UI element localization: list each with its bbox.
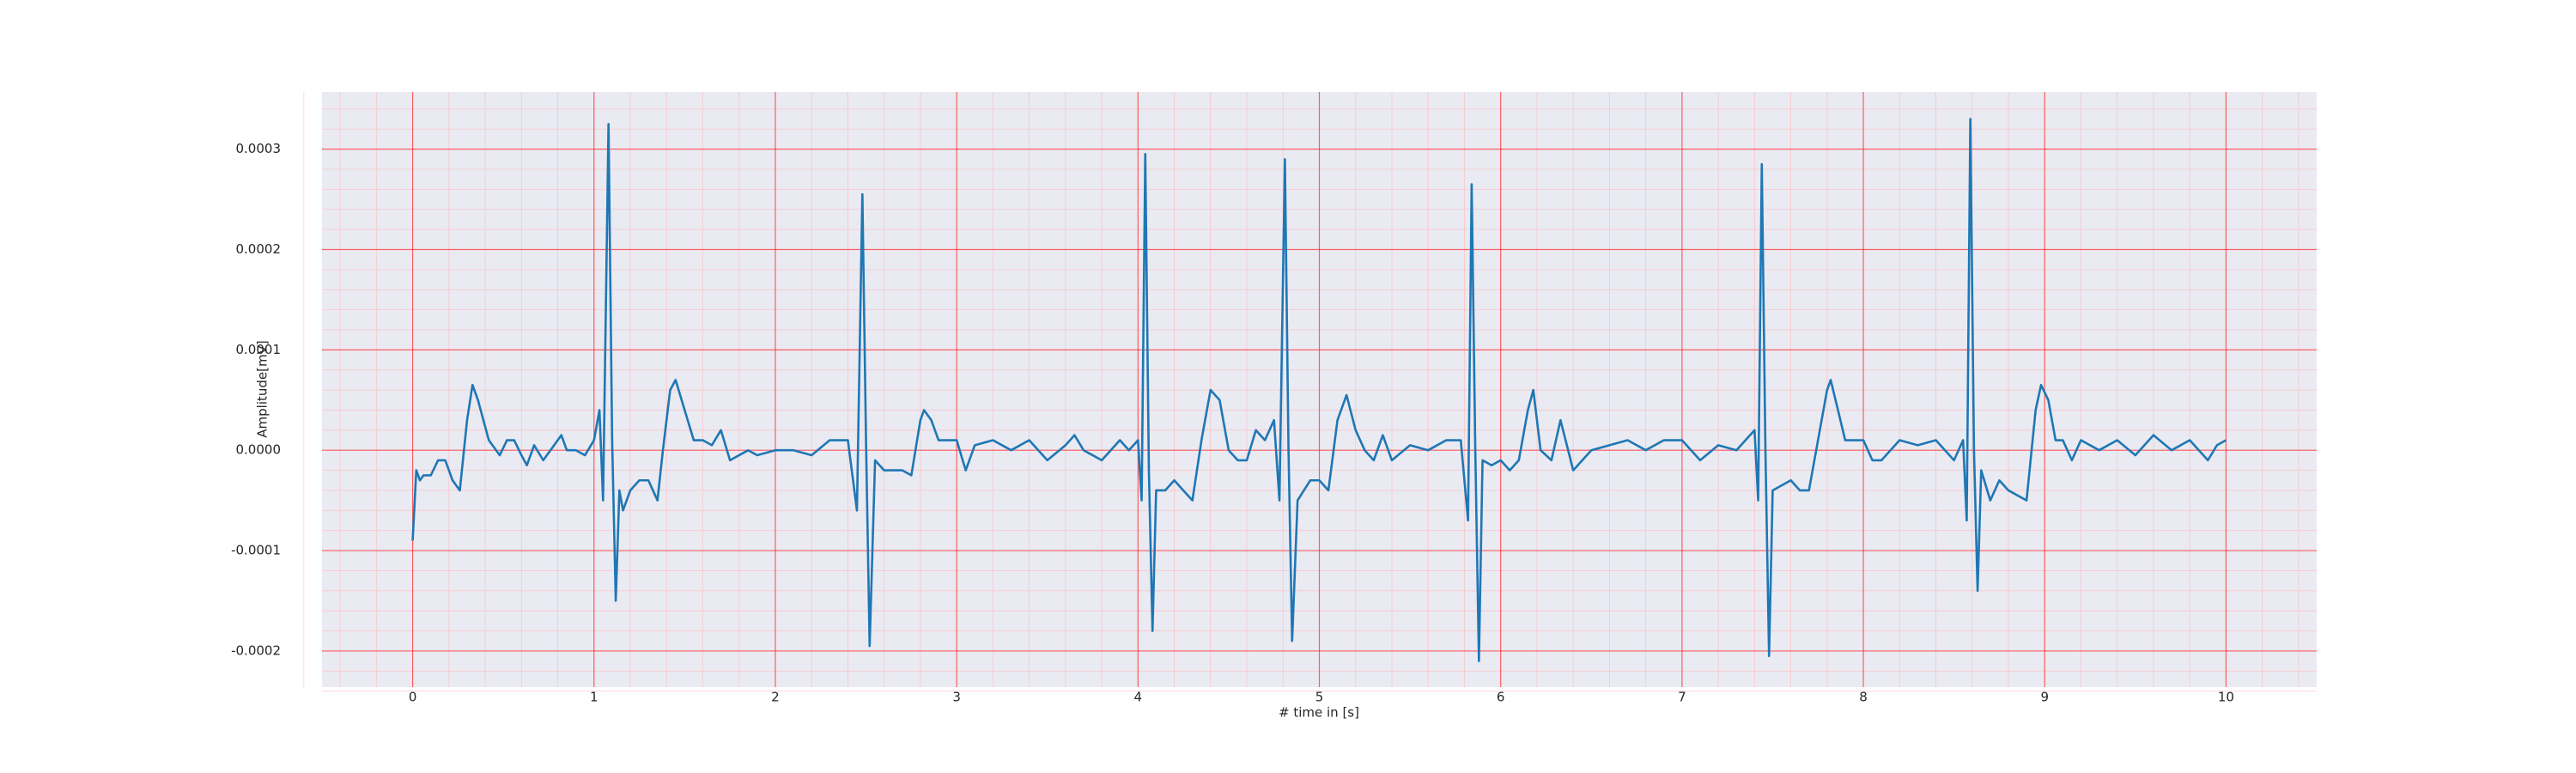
signal-line: [411, 118, 2227, 662]
grid: [303, 92, 2317, 692]
x-tick-label: 0: [409, 690, 417, 705]
x-tick-label: 10: [2218, 690, 2234, 705]
x-tick-label: 2: [771, 690, 780, 705]
y-tick-label: 0.0001: [236, 342, 282, 357]
x-tick-label: 1: [590, 690, 598, 705]
y-tick-label: 0.0002: [236, 241, 282, 257]
x-tick-label: 9: [2040, 690, 2049, 705]
y-tick-label: -0.0002: [231, 642, 281, 658]
x-tick-label: 6: [1497, 690, 1505, 705]
y-axis-label: Amplitude[mV]: [255, 340, 270, 437]
y-tick-label: 0.0000: [236, 442, 282, 458]
x-axis-label: # time in [s]: [1279, 705, 1359, 721]
x-tick-label: 4: [1134, 690, 1143, 705]
x-tick-label: 7: [1678, 690, 1686, 705]
x-tick-label: 3: [952, 690, 961, 705]
y-tick-label: 0.0003: [236, 141, 282, 156]
x-tick-label: 8: [1859, 690, 1868, 705]
y-tick-label: -0.0001: [231, 543, 281, 558]
x-tick-label: 5: [1315, 690, 1324, 705]
